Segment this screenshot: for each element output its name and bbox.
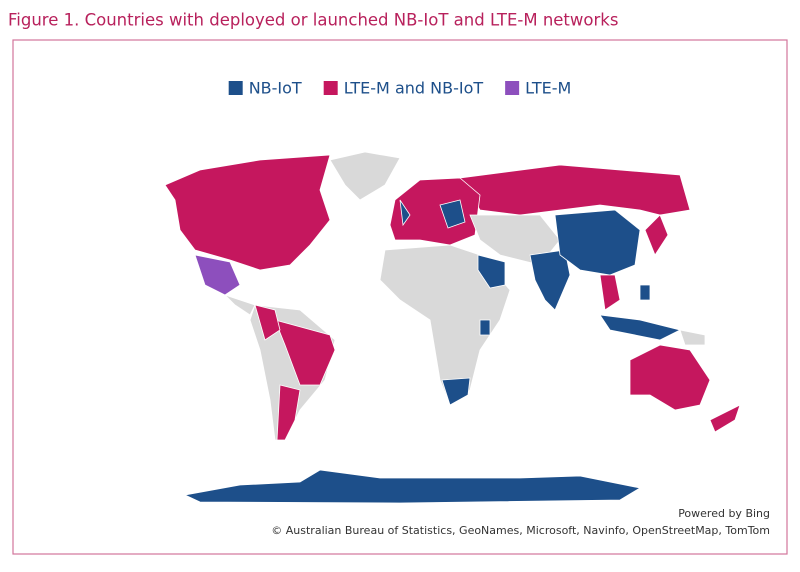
antarctica	[183, 469, 642, 504]
legend-swatch	[228, 81, 243, 95]
southeast-asia	[599, 274, 621, 311]
south-africa	[441, 377, 471, 406]
central-europe	[439, 199, 466, 229]
legend-swatch	[323, 81, 338, 95]
new-zealand	[709, 404, 741, 433]
legend-label: LTE-M	[525, 79, 571, 98]
legend-item: LTE-M	[505, 79, 571, 98]
legend-swatch	[505, 81, 520, 95]
china	[554, 209, 641, 276]
figure-title: Figure 1. Countries with deployed or lau…	[8, 11, 618, 30]
legend-item: NB-IoT	[228, 79, 302, 98]
brazil	[274, 319, 336, 386]
andes	[254, 304, 281, 341]
central-america	[224, 294, 256, 316]
north-america	[164, 154, 331, 271]
indonesia	[599, 314, 682, 341]
uk	[399, 199, 411, 227]
philippines	[639, 284, 651, 301]
legend-label: LTE-M and NB-IoT	[344, 79, 484, 98]
europe	[389, 177, 481, 246]
legend: NB-IoT LTE-M and NB-IoT LTE-M	[228, 79, 571, 98]
map-credit: Powered by Bing	[678, 507, 770, 520]
mexico	[194, 254, 241, 296]
russia	[459, 164, 691, 216]
papua-new-guinea	[679, 329, 706, 346]
australia	[629, 344, 711, 411]
kenya	[479, 319, 491, 336]
legend-item: LTE-M and NB-IoT	[323, 79, 484, 98]
legend-label: NB-IoT	[249, 79, 302, 98]
africa	[379, 244, 511, 406]
world-map	[164, 151, 741, 504]
map-attribution: © Australian Bureau of Statistics, GeoNa…	[271, 524, 770, 537]
argentina-chile	[276, 384, 301, 441]
greenland	[329, 151, 401, 201]
japan-korea	[644, 214, 669, 256]
saudi-arabia	[477, 254, 506, 289]
